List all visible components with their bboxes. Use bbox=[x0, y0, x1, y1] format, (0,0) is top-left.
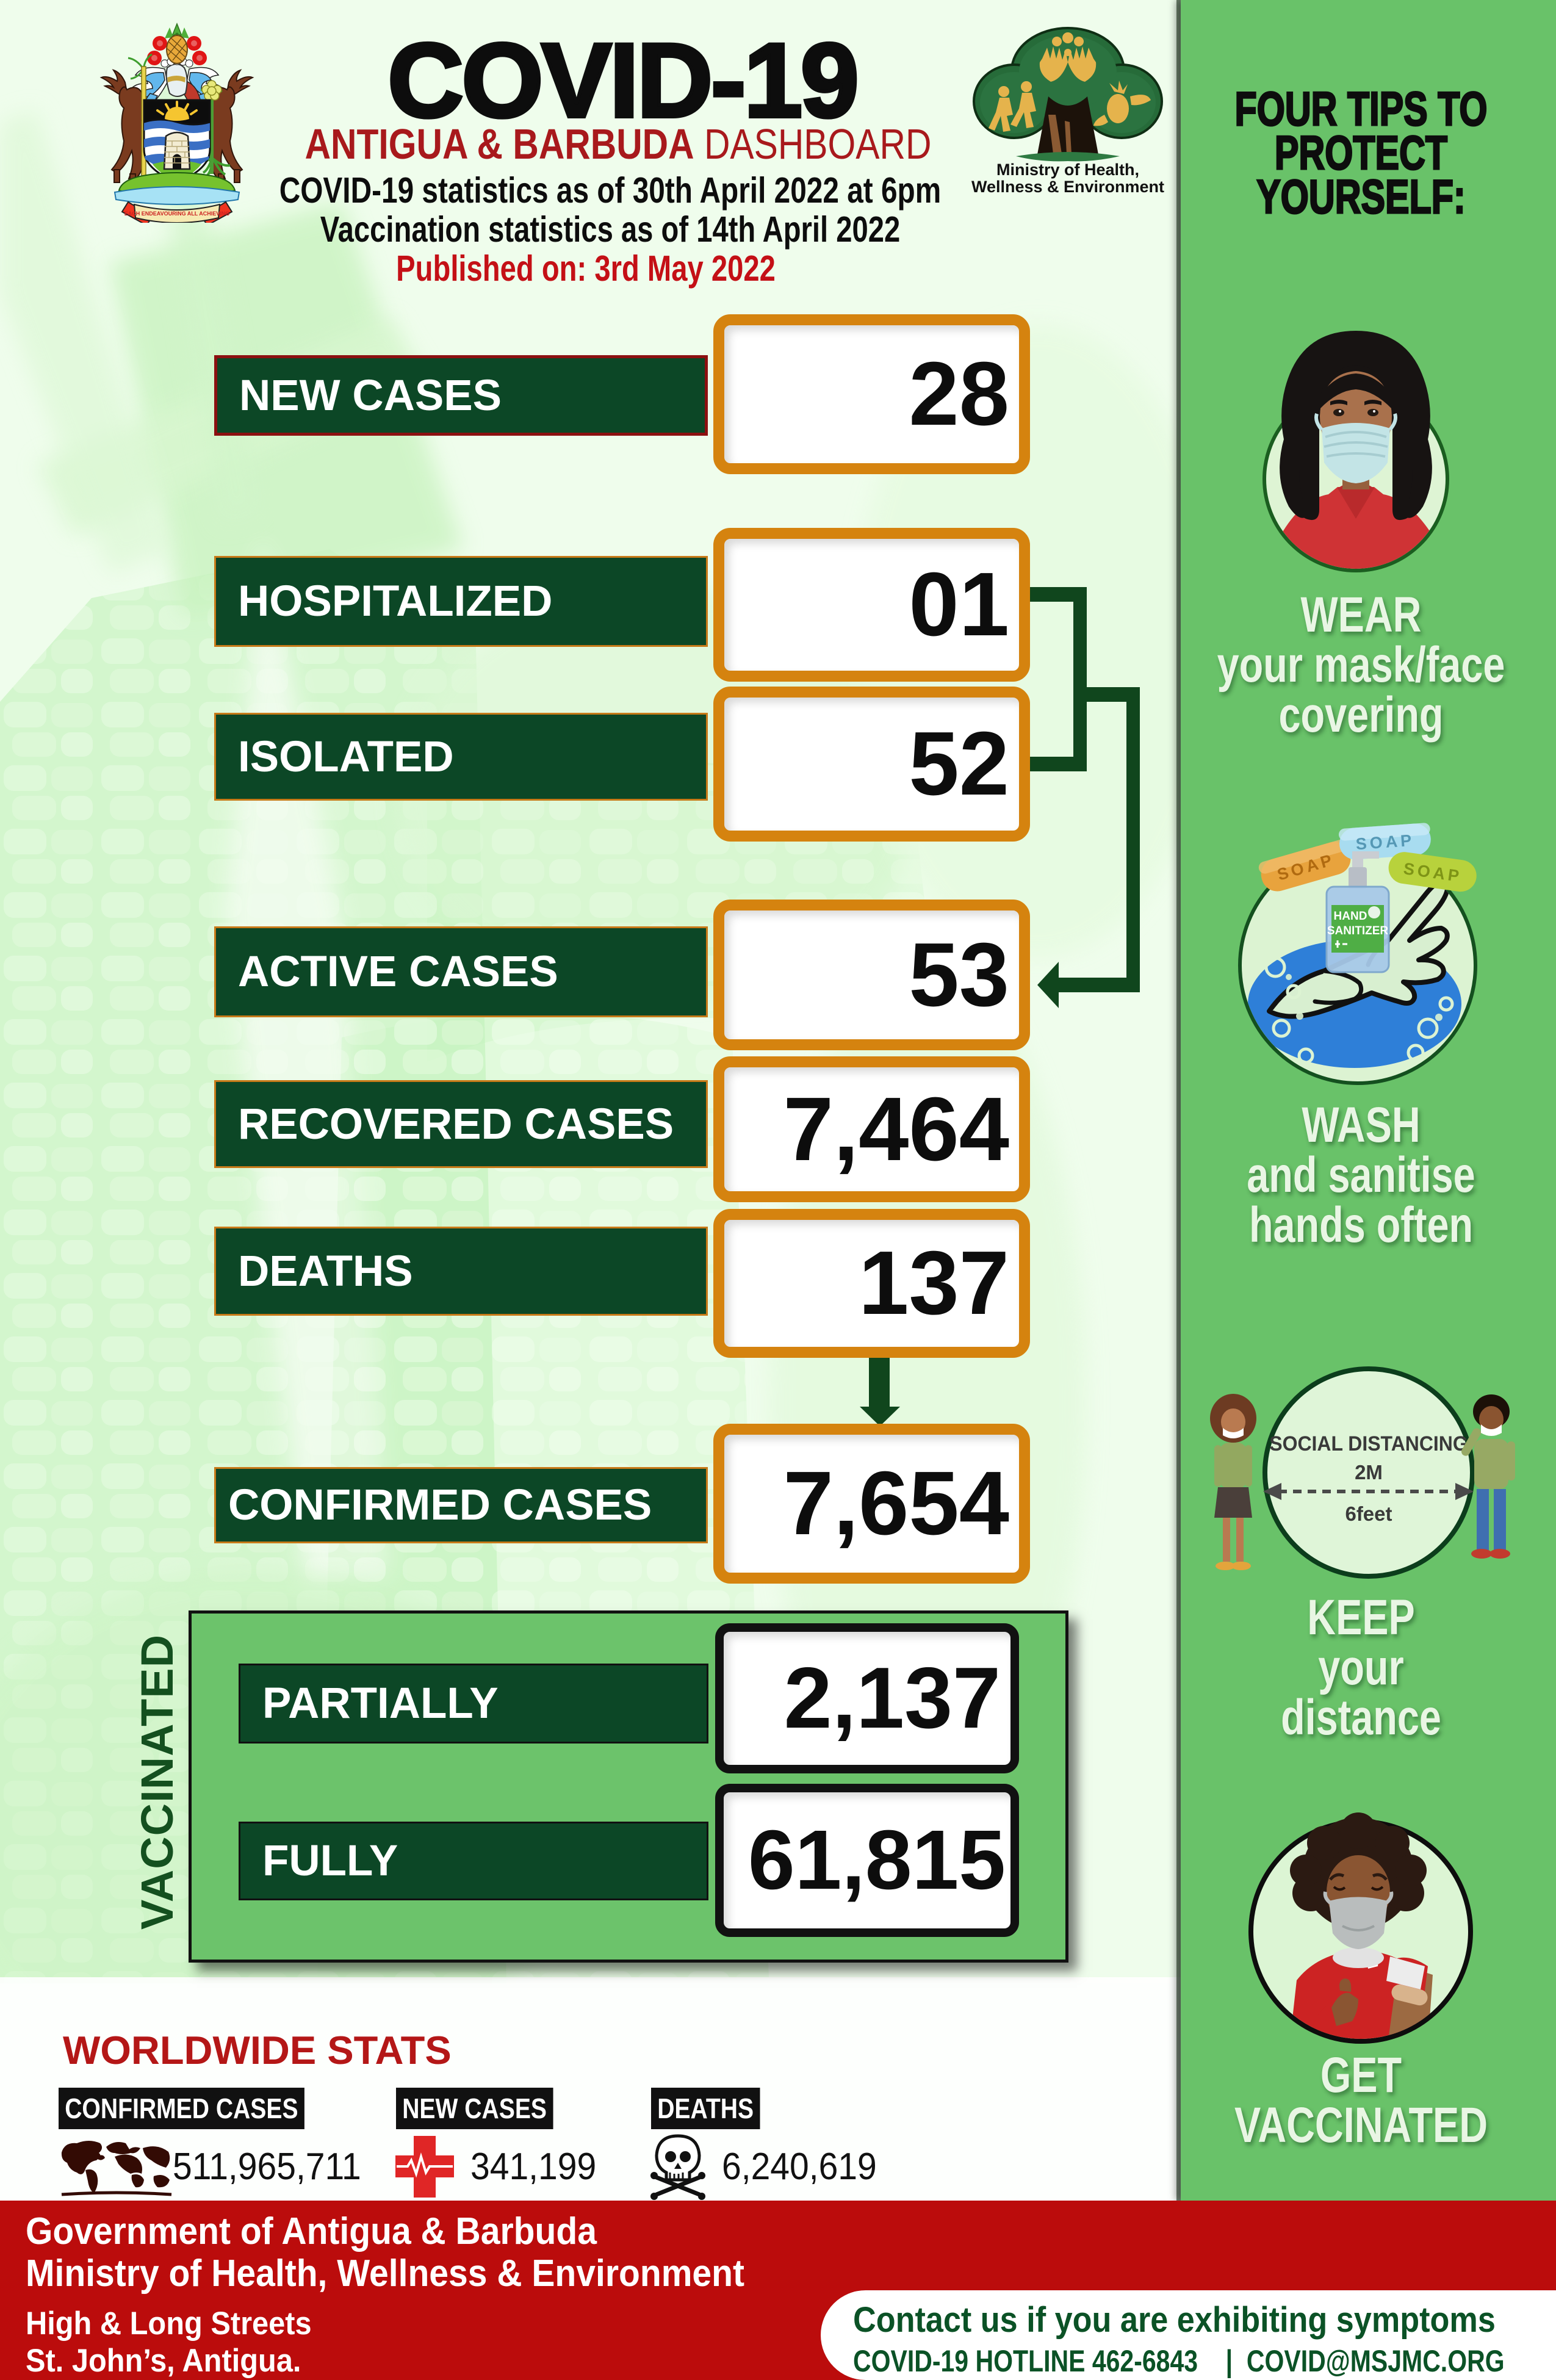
svg-text:SANITIZER: SANITIZER bbox=[1327, 925, 1389, 937]
svg-text:2M: 2M bbox=[1355, 1461, 1383, 1484]
svg-text:SOAP: SOAP bbox=[1355, 831, 1415, 854]
svg-text:EACH ENDEAVOURING ALL ACHIEVIN: EACH ENDEAVOURING ALL ACHIEVING bbox=[124, 211, 230, 217]
svg-text:HAND: HAND bbox=[1334, 910, 1367, 923]
svg-text:6feet: 6feet bbox=[1345, 1502, 1392, 1525]
svg-text:SOCIAL DISTANCING: SOCIAL DISTANCING bbox=[1269, 1432, 1468, 1455]
